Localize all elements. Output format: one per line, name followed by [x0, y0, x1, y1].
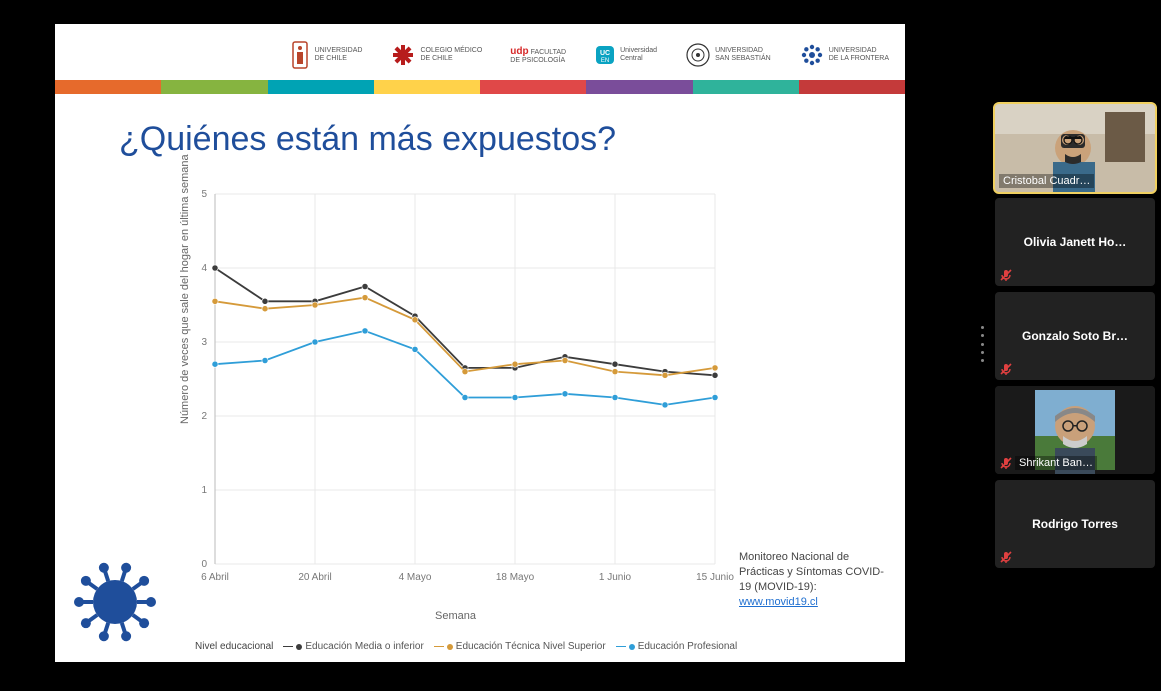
- svg-text:5: 5: [201, 189, 207, 200]
- shared-screen-area: UNIVERSIDADDE CHILE COLEGIO MÉDICODE CHIL…: [8, 8, 952, 680]
- app-stage: UNIVERSIDADDE CHILE COLEGIO MÉDICODE CHIL…: [0, 0, 1161, 691]
- svg-text:EN: EN: [601, 58, 609, 64]
- participant-name: Gonzalo Soto Br…: [995, 292, 1155, 380]
- panel-resize-grip[interactable]: [981, 326, 985, 362]
- stripe-segment: [799, 80, 905, 94]
- chart-x-label: Semana: [435, 610, 476, 622]
- svg-text:0: 0: [201, 559, 207, 570]
- logo-label: UNIVERSIDADDE LA FRONTERA: [829, 47, 889, 62]
- participant-name: Shrikant Ban…: [1015, 456, 1097, 470]
- svg-text:4: 4: [201, 263, 207, 274]
- legend-item: Educación Profesional: [616, 641, 738, 652]
- svg-text:UC: UC: [600, 50, 610, 57]
- institution-logo: UCEN UniversidadCentral: [594, 44, 657, 66]
- muted-icon: [999, 268, 1013, 282]
- logo-bar: UNIVERSIDADDE CHILE COLEGIO MÉDICODE CHIL…: [55, 24, 905, 80]
- legend-item: Educación Técnica Nivel Superior: [434, 641, 606, 652]
- stripe-segment: [480, 80, 586, 94]
- stripe-segment: [693, 80, 799, 94]
- stripe-segment: [55, 80, 161, 94]
- institution-logo: COLEGIO MÉDICODE CHILE: [390, 42, 482, 68]
- stripe-segment: [374, 80, 480, 94]
- stripe-segment: [268, 80, 374, 94]
- footnote-text: Monitoreo Nacional de Prácticas y Síntom…: [739, 551, 884, 593]
- presentation-slide: UNIVERSIDADDE CHILE COLEGIO MÉDICODE CHIL…: [55, 24, 905, 662]
- svg-text:15 Junio: 15 Junio: [696, 572, 734, 583]
- svg-text:6 Abril: 6 Abril: [201, 572, 229, 583]
- svg-text:3: 3: [201, 337, 207, 348]
- institution-logo: udp FACULTADDE PSICOLOGÍA: [510, 46, 566, 65]
- muted-icon: [999, 456, 1013, 470]
- participant-tile[interactable]: Cristobal Cuadr…: [995, 104, 1155, 192]
- legend-label: Educación Técnica Nivel Superior: [456, 641, 606, 652]
- legend-label: Educación Profesional: [638, 641, 738, 652]
- svg-text:2: 2: [201, 411, 207, 422]
- slide-footnote: Monitoreo Nacional de Prácticas y Síntom…: [739, 550, 889, 609]
- participant-tile[interactable]: Olivia Janett Ho…: [995, 198, 1155, 286]
- participant-tile[interactable]: Gonzalo Soto Br…: [995, 292, 1155, 380]
- legend-item: Educación Media o inferior: [283, 641, 423, 652]
- svg-text:20 Abril: 20 Abril: [298, 572, 331, 583]
- virus-icon: [65, 552, 165, 652]
- logo-label: UNIVERSIDADSAN SEBASTIÁN: [715, 47, 771, 62]
- institution-logo: UNIVERSIDADDE CHILE: [289, 40, 363, 70]
- participant-tile[interactable]: Shrikant Ban…: [995, 386, 1155, 474]
- slide-title: ¿Quiénes están más expuestos?: [119, 120, 616, 159]
- participants-panel: Cristobal Cuadr… Olivia Janett Ho…Gonzalo…: [995, 104, 1155, 568]
- color-stripe: [55, 80, 905, 94]
- legend-label: Educación Media o inferior: [305, 641, 423, 652]
- muted-icon: [999, 550, 1013, 564]
- stripe-segment: [586, 80, 692, 94]
- chart-legend: Nivel educacional Educación Media o infer…: [195, 641, 737, 652]
- institution-logo: UNIVERSIDADDE LA FRONTERA: [799, 42, 889, 68]
- participant-name: Rodrigo Torres: [995, 480, 1155, 568]
- logo-label: COLEGIO MÉDICODE CHILE: [420, 47, 482, 62]
- logo-label: UNIVERSIDADDE CHILE: [315, 47, 363, 62]
- participant-tile[interactable]: Rodrigo Torres: [995, 480, 1155, 568]
- legend-title: Nivel educacional: [195, 641, 273, 652]
- svg-text:4 Mayo: 4 Mayo: [399, 572, 432, 583]
- participant-name: Cristobal Cuadr…: [999, 174, 1094, 188]
- svg-text:1 Junio: 1 Junio: [599, 572, 632, 583]
- svg-text:1: 1: [201, 485, 207, 496]
- muted-icon: [999, 362, 1013, 376]
- stripe-segment: [161, 80, 267, 94]
- footnote-link[interactable]: www.movid19.cl: [739, 596, 818, 608]
- logo-label: udp FACULTADDE PSICOLOGÍA: [510, 46, 566, 65]
- svg-text:18 Mayo: 18 Mayo: [496, 572, 535, 583]
- institution-logo: UNIVERSIDADSAN SEBASTIÁN: [685, 42, 771, 68]
- participant-name: Olivia Janett Ho…: [995, 198, 1155, 286]
- logo-label: UniversidadCentral: [620, 47, 657, 62]
- line-chart: 0 1 2 3 4 5 6 Abril 20 Abril 4 Mayo 18 Mayo 1 Juni…: [175, 184, 735, 604]
